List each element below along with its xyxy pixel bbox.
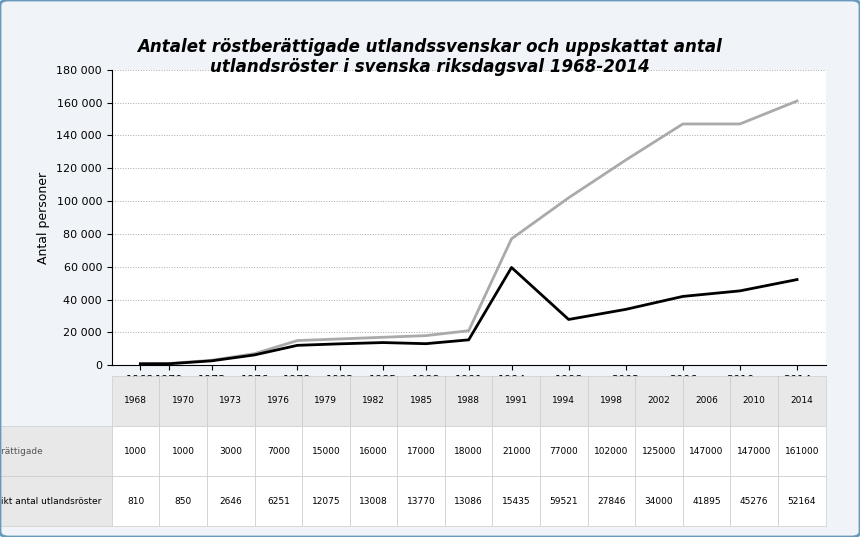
Y-axis label: Antal personer: Antal personer: [36, 171, 50, 264]
Text: Antalet röstberättigade utlandssvenskar och uppskattat antal
utlandsröster i sve: Antalet röstberättigade utlandssvenskar …: [138, 38, 722, 76]
